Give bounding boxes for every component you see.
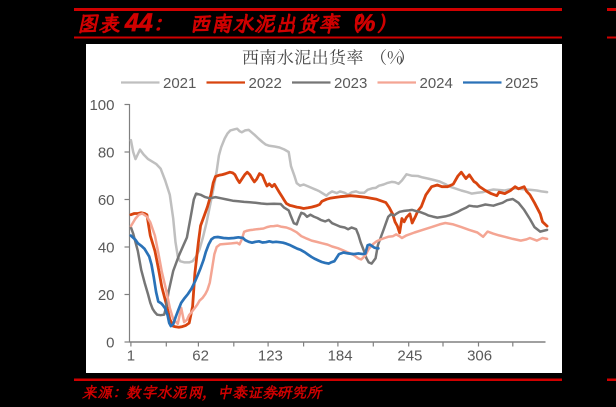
svg-text:40: 40 — [98, 239, 115, 256]
svg-text:2025: 2025 — [505, 75, 538, 92]
svg-text:80: 80 — [98, 144, 115, 161]
svg-text:2022: 2022 — [249, 75, 282, 92]
svg-text:306: 306 — [467, 348, 492, 365]
svg-text:184: 184 — [328, 348, 353, 365]
svg-text:60: 60 — [98, 192, 115, 209]
svg-text:62: 62 — [192, 348, 209, 365]
svg-text:2021: 2021 — [163, 75, 196, 92]
svg-text:20: 20 — [98, 287, 115, 304]
svg-text:44: 44 — [124, 9, 153, 37]
svg-text:123: 123 — [258, 348, 283, 365]
svg-text:100: 100 — [89, 97, 114, 114]
svg-text:%: % — [354, 10, 375, 37]
svg-text:2024: 2024 — [420, 75, 453, 92]
svg-text:1: 1 — [127, 348, 135, 365]
svg-text:0: 0 — [106, 334, 114, 351]
svg-text:245: 245 — [397, 348, 422, 365]
svg-text:2023: 2023 — [334, 75, 367, 92]
